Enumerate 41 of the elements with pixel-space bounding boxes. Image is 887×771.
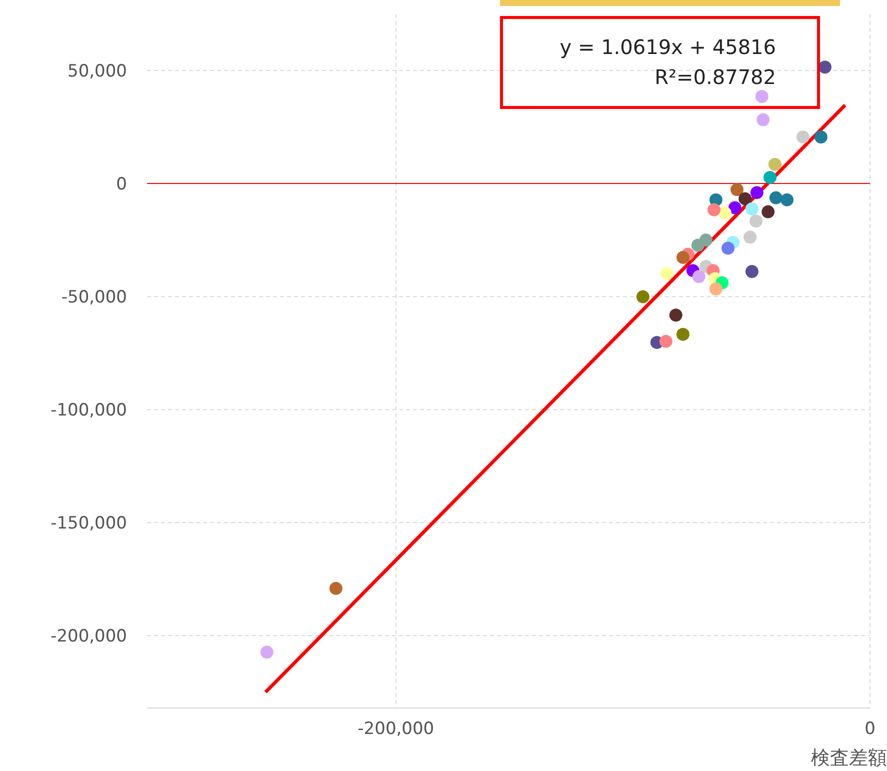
y-tick-label: -150,000 xyxy=(50,514,127,534)
point xyxy=(669,308,682,322)
point xyxy=(780,193,794,206)
point xyxy=(260,646,274,659)
point xyxy=(709,282,722,296)
point xyxy=(749,214,762,228)
y-tick-label: 0 xyxy=(116,174,127,195)
point xyxy=(676,328,690,341)
point xyxy=(745,202,758,216)
point xyxy=(659,334,672,348)
point xyxy=(718,206,732,220)
point xyxy=(676,250,690,264)
point xyxy=(692,270,706,284)
point xyxy=(769,191,782,204)
point xyxy=(814,130,828,144)
y-tick-label: -100,000 xyxy=(50,400,127,421)
point xyxy=(728,201,742,214)
point xyxy=(691,238,704,252)
point xyxy=(738,192,752,206)
y-tick-label: -50,000 xyxy=(61,288,127,308)
point xyxy=(636,290,650,304)
point xyxy=(796,130,810,144)
annotation: R²=0.87782 xyxy=(654,64,776,91)
point xyxy=(755,90,768,104)
point xyxy=(818,60,832,74)
point xyxy=(660,267,674,280)
point xyxy=(768,158,782,171)
point xyxy=(745,264,758,278)
point xyxy=(708,203,721,216)
y-tick-label: 50,000 xyxy=(68,62,127,82)
point xyxy=(756,113,770,126)
annotation: y = 1.0619x + 45816 xyxy=(560,34,776,61)
point xyxy=(763,170,776,184)
point xyxy=(750,186,764,200)
x-axis-title: 検査差額 xyxy=(811,746,887,771)
point xyxy=(329,582,342,595)
y-tick-label: -200,000 xyxy=(50,626,127,647)
point xyxy=(762,205,775,218)
point xyxy=(744,230,757,244)
point xyxy=(730,183,744,196)
point xyxy=(722,242,735,255)
